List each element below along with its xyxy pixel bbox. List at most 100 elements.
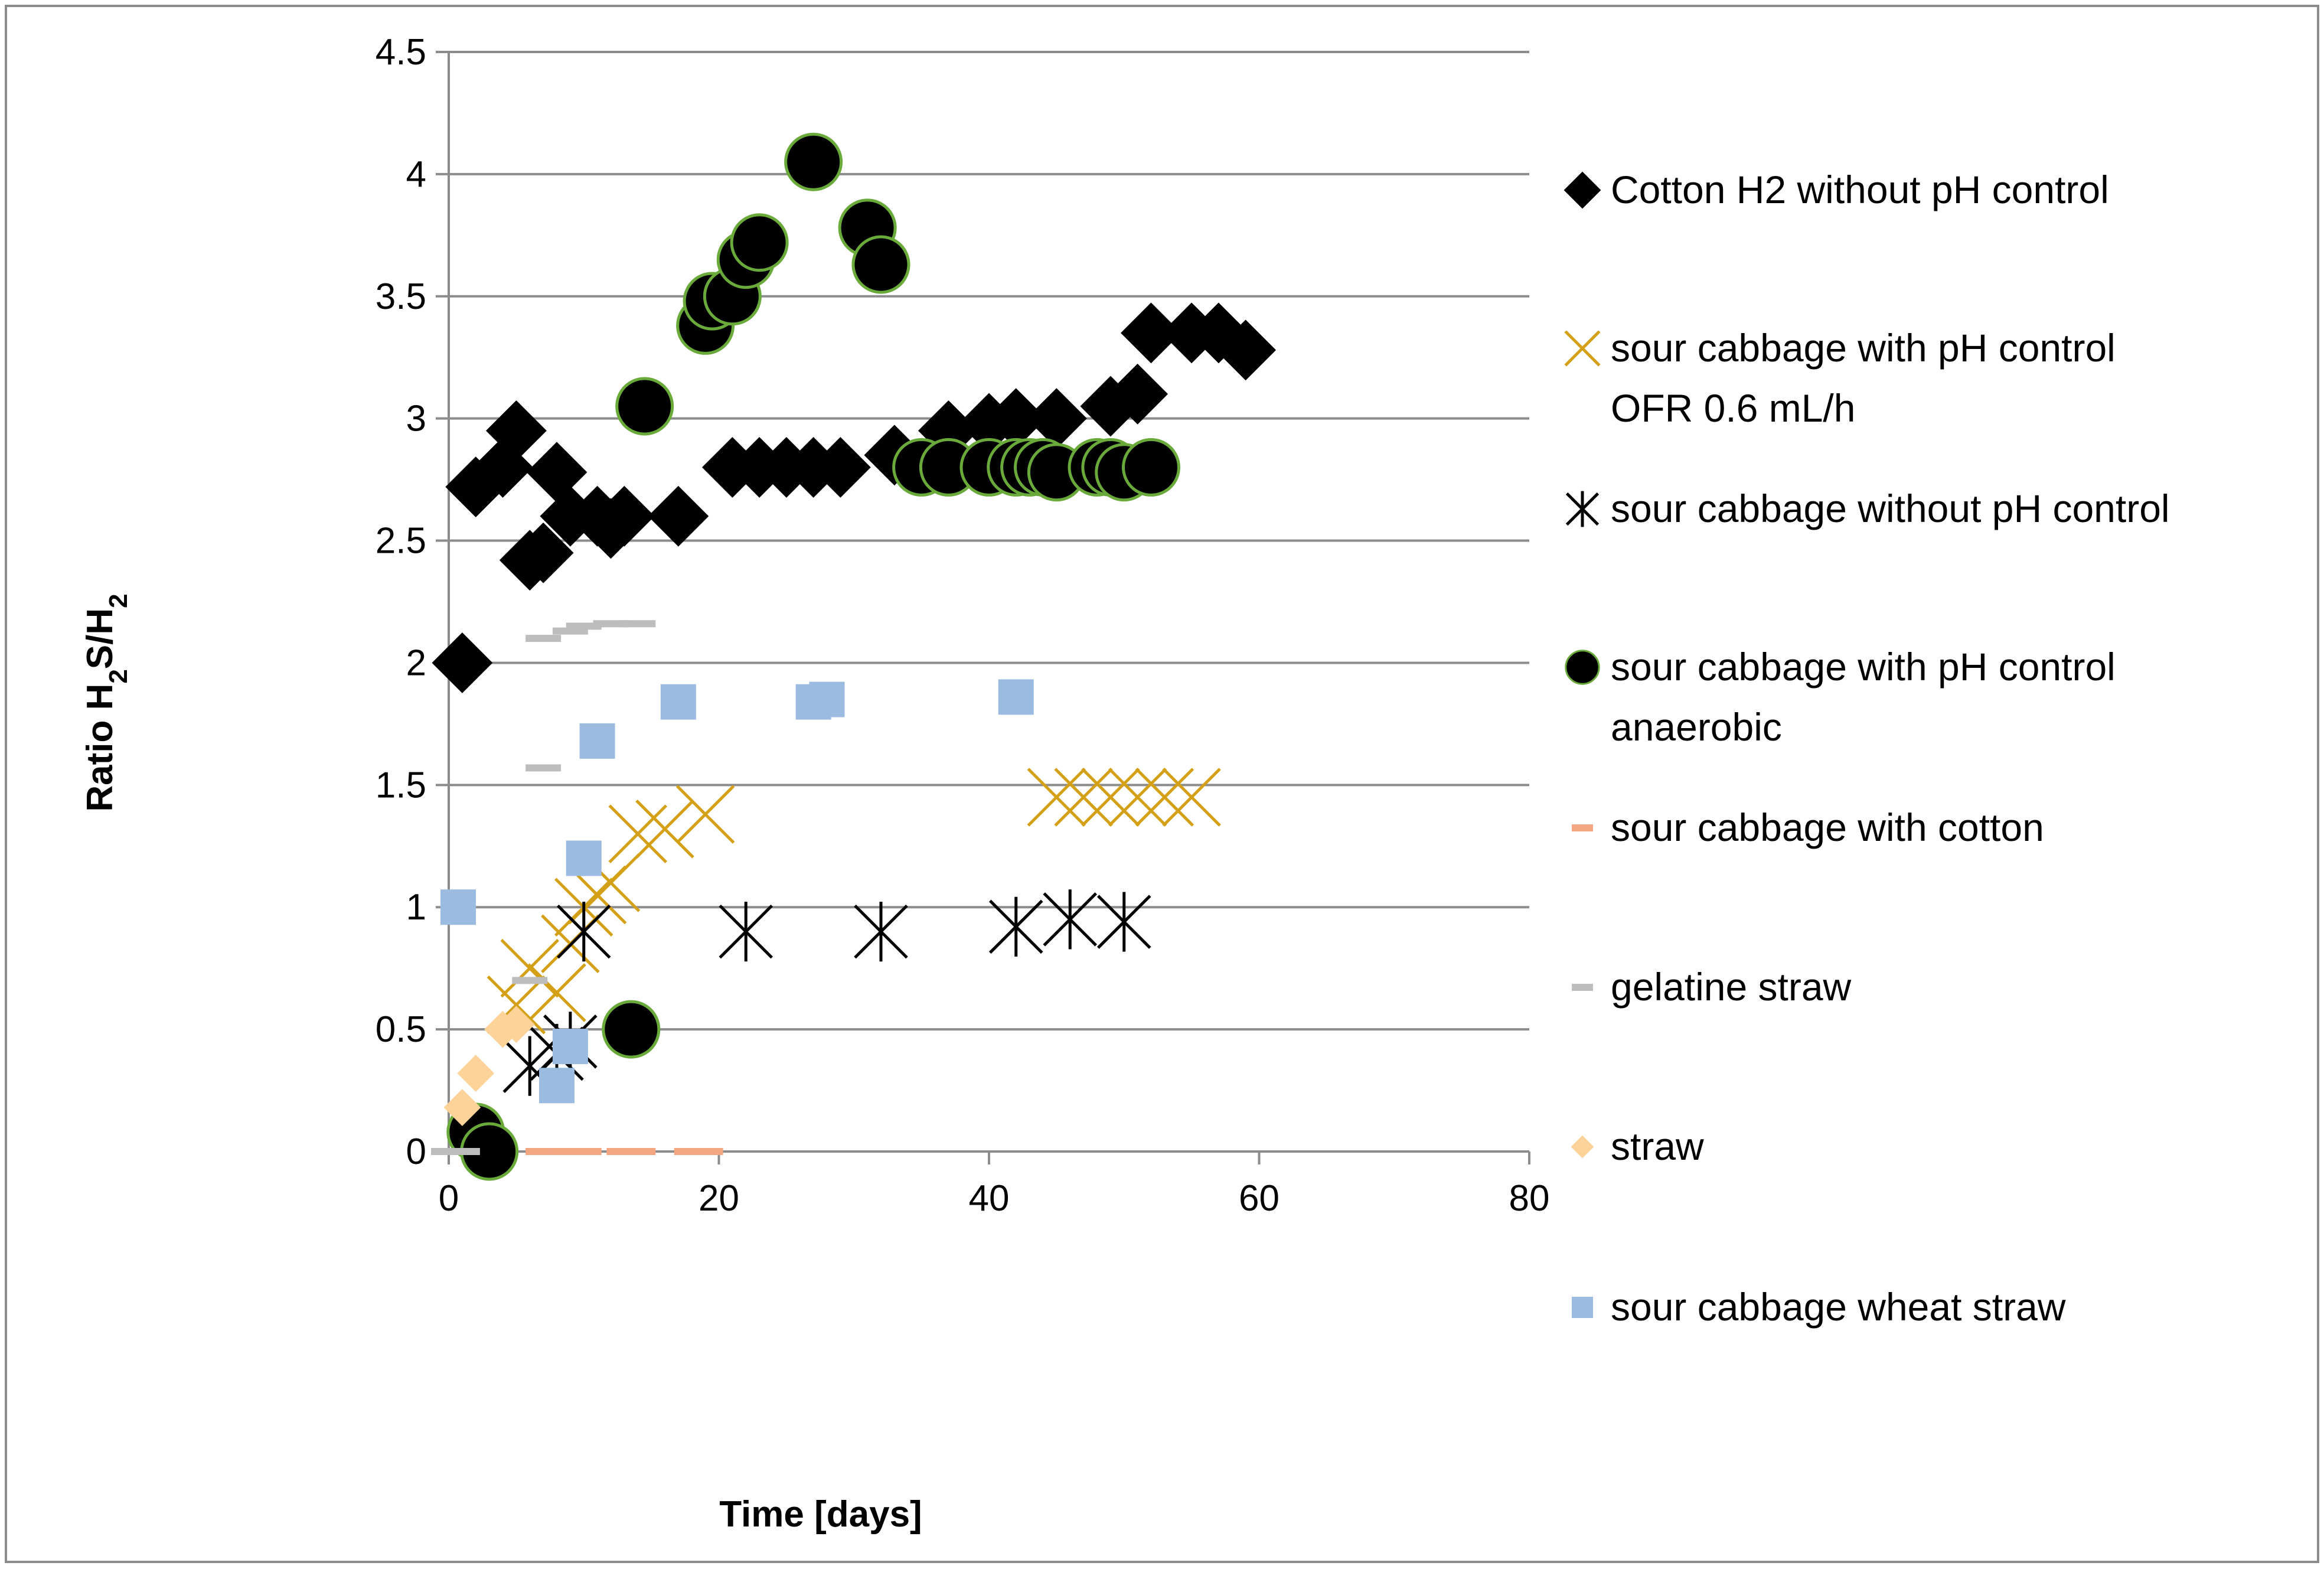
data-point [998,679,1034,715]
x-tick-label: 40 [969,1178,1010,1219]
data-point [527,963,586,1022]
y-tick-label: 4 [406,154,426,195]
legend-label: sour cabbage with cotton [1611,805,2044,849]
data-point [1135,768,1194,827]
y-axis-title-subscript: 2 [104,669,133,683]
data-point [730,213,789,272]
data-point [1121,302,1181,364]
data-point [525,1148,562,1155]
data-point [635,800,694,859]
y-axis-title: Ratio H2S/H2 [80,593,133,811]
legend-item: sour cabbage with pH control OFR 0.6 mL/h [1564,326,2116,430]
data-point [784,132,843,191]
data-point [851,235,910,294]
axis-layer: 0 0.5 1 1.5 2 2.5 3 3.5 4 4.5 0 20 40 60 80 [376,32,1550,1219]
data-point [432,632,493,693]
data-point [579,723,615,759]
legend-layer: Cotton H2 without pH control sour cabbage… [1564,168,2170,1329]
series-7 [440,679,1034,1104]
data-point [648,485,709,547]
data-point [1162,768,1221,827]
y-tick-label: 3.5 [376,276,426,317]
data-point [1054,768,1113,827]
legend-item: sour cabbage with cotton [1572,805,2044,849]
y-axis-title-part: Ratio H [80,684,120,812]
series-3 [446,132,1180,1181]
legend-label: OFR 0.6 mL/h [1611,386,1855,430]
data-point [1027,768,1086,827]
legend-marker [1572,1297,1593,1318]
series-0 [432,302,1277,693]
legend-label: straw [1611,1124,1704,1168]
data-point [1215,319,1277,381]
data-point [525,635,562,642]
legend-marker [1572,984,1593,991]
data-point [620,1148,656,1155]
series-5 [431,620,656,1155]
y-tick-label: 3 [406,399,426,439]
data-point [1108,768,1167,827]
x-tick-label: 0 [439,1178,459,1219]
legend-marker [1565,491,1600,527]
data-point [608,804,668,863]
data-point [566,1148,602,1155]
data-point [485,400,547,461]
data-point [809,681,845,717]
data-point [440,889,476,925]
x-tick-label: 20 [698,1178,739,1219]
data-point [525,764,562,772]
y-tick-label: 1 [406,887,426,928]
legend-marker [1564,171,1601,209]
data-point [566,840,602,876]
data-point [854,902,908,962]
data-point [539,1068,575,1104]
data-point [810,437,871,498]
legend-item: gelatine straw [1572,965,1852,1009]
y-tick-label: 4.5 [376,32,426,73]
y-tick-label: 2.5 [376,521,426,562]
data-point [602,1000,661,1059]
data-point [457,1055,495,1092]
legend-marker [1572,824,1593,831]
data-point [1122,438,1180,497]
data-point [593,485,655,547]
x-axis-title: Time [days] [719,1494,922,1535]
x-tick-label: 80 [1509,1178,1550,1219]
legend-marker [1565,650,1600,685]
legend-item: sour cabbage wheat straw [1572,1285,2066,1329]
series-4 [525,1148,723,1155]
data-point [1081,768,1140,827]
legend-label: sour cabbage with pH control [1611,645,2116,689]
data-point [719,902,773,962]
legend-label: Cotton H2 without pH control [1611,168,2109,211]
data-point [497,1006,535,1043]
series-layer [431,132,1277,1181]
legend-marker [1571,1135,1594,1159]
legend-marker [1564,330,1601,367]
data-point [988,896,1043,957]
legend-label: gelatine straw [1611,965,1852,1009]
legend-label: anaerobic [1611,705,1782,749]
data-point [512,977,548,984]
data-point [566,622,602,630]
legend-label: sour cabbage with pH control [1611,326,2116,370]
data-point [1043,889,1098,950]
data-point [593,620,629,628]
y-tick-label: 0.5 [376,1009,426,1050]
data-point [513,522,574,583]
legend-label: sour cabbage wheat straw [1611,1285,2066,1329]
y-axis-title-subscript: 2 [104,593,133,608]
data-point [660,684,696,720]
y-axis-title-part: S/H [80,608,120,669]
legend-item: sour cabbage with pH control anaerobic [1565,645,2116,749]
data-point [500,938,560,998]
y-tick-label: 2 [406,642,426,683]
data-point [1107,363,1168,425]
data-point [615,377,674,436]
data-point [443,1089,481,1126]
data-point [687,1148,723,1155]
data-point [556,902,611,962]
series-6 [443,1006,535,1126]
data-point [444,1148,480,1155]
